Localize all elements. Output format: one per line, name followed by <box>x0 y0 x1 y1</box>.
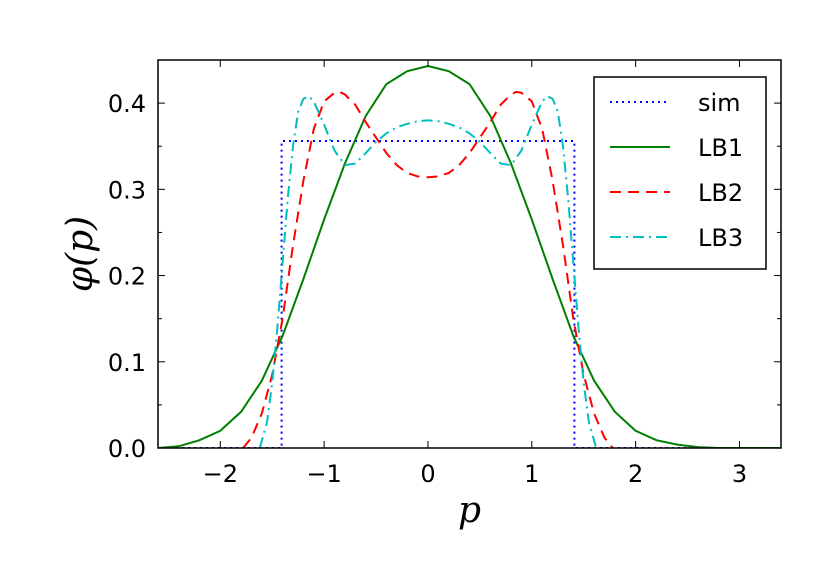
series-line-sim <box>158 140 781 448</box>
x-tick-label: −1 <box>306 460 341 488</box>
x-tick-label: 2 <box>628 460 643 488</box>
plot-frame <box>157 59 782 449</box>
legend-box <box>593 76 767 270</box>
y-tick-label: 0.4 <box>108 90 146 118</box>
legend: sim LB1 LB2 LB3 <box>593 76 767 270</box>
series-line-lb3 <box>258 94 598 448</box>
legend-label-lb3: LB3 <box>698 224 743 252</box>
y-axis-label: φ(p) <box>60 216 101 292</box>
y-tick-label: 0.2 <box>108 263 146 291</box>
ticks-layer: −2 −1 0 1 2 3 0.0 0.1 0.2 0.3 0.4 <box>108 60 781 488</box>
x-axis-label: p <box>458 490 481 531</box>
y-tick-label: 0.0 <box>108 435 146 463</box>
legend-label-lb2: LB2 <box>698 179 743 207</box>
x-tick-label: 0 <box>420 460 435 488</box>
series-line-lb2 <box>242 90 614 448</box>
x-tick-label: 3 <box>732 460 747 488</box>
series-line-lb1 <box>158 64 781 448</box>
y-tick-label: 0.1 <box>108 349 146 377</box>
series-layer <box>158 64 781 448</box>
x-tick-label: 1 <box>524 460 539 488</box>
y-tick-label: 0.3 <box>108 176 146 204</box>
legend-label-lb1: LB1 <box>698 134 743 162</box>
legend-label-sim: sim <box>698 89 741 117</box>
x-tick-label: −2 <box>203 460 238 488</box>
